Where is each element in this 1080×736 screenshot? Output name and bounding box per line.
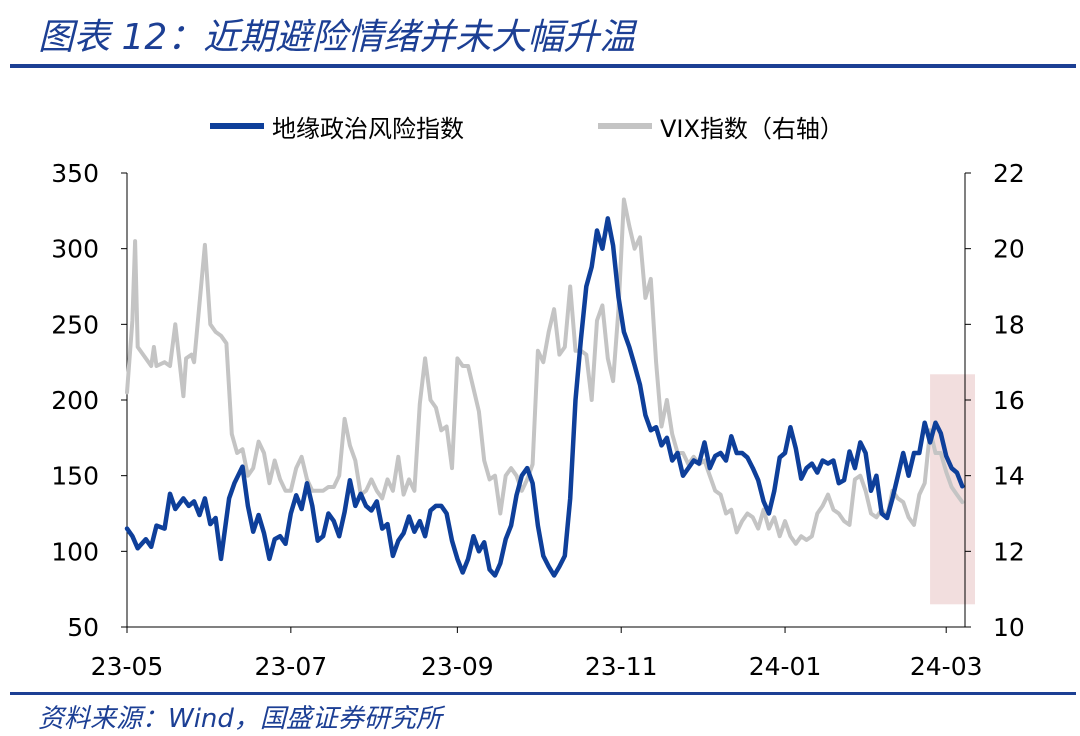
source-rule	[10, 692, 1076, 695]
y-left-tick-label: 150	[51, 462, 99, 491]
legend-swatch-primary	[210, 123, 264, 129]
y-left-tick-label: 300	[51, 235, 99, 264]
y-right-tick-label: 18	[993, 310, 1025, 339]
title-rule	[10, 64, 1076, 68]
y-right-tick-label: 22	[993, 159, 1025, 188]
legend-item-secondary: VIX指数（右轴）	[598, 106, 844, 146]
y-left-tick-label: 100	[51, 537, 99, 566]
source-note: 资料来源：Wind，国盛证券研究所	[38, 704, 442, 734]
y-right-tick-label: 10	[993, 613, 1025, 642]
y-right-tick-label: 16	[993, 386, 1025, 415]
legend-label-secondary: VIX指数（右轴）	[660, 114, 844, 143]
series-line-geopolitical-risk	[124, 216, 965, 578]
legend-swatch-secondary	[598, 123, 652, 129]
y-left-tick-label: 250	[51, 310, 99, 339]
legend-item-primary: 地缘政治风险指数	[210, 106, 464, 146]
x-tick-label: 23-05	[91, 652, 164, 681]
y-right-tick-label: 12	[993, 537, 1025, 566]
figure-title: 图表 12：近期避险情绪并未大幅升温	[38, 17, 636, 58]
x-tick-label: 24-03	[910, 652, 983, 681]
y-right-tick-label: 20	[993, 235, 1025, 264]
series-group	[124, 197, 965, 578]
y-left-tick-label: 50	[67, 613, 99, 642]
series-line-vix	[125, 197, 965, 546]
chart-legend: 地缘政治风险指数 VIX指数（右轴）	[0, 106, 1080, 146]
y-left-tick-label: 350	[51, 159, 99, 188]
x-tick-label: 23-11	[585, 652, 658, 681]
x-tick-label: 23-07	[255, 652, 328, 681]
axes-group: 50 100 150 200 250 300 350 10 12 14 16 18 20 22 23-05 2…	[51, 159, 1025, 681]
y-left-tick-label: 200	[51, 386, 99, 415]
x-tick-label: 24-01	[749, 652, 822, 681]
legend-label-primary: 地缘政治风险指数	[272, 114, 464, 143]
y-right-tick-label: 14	[993, 462, 1025, 491]
x-tick-label: 23-09	[421, 652, 494, 681]
